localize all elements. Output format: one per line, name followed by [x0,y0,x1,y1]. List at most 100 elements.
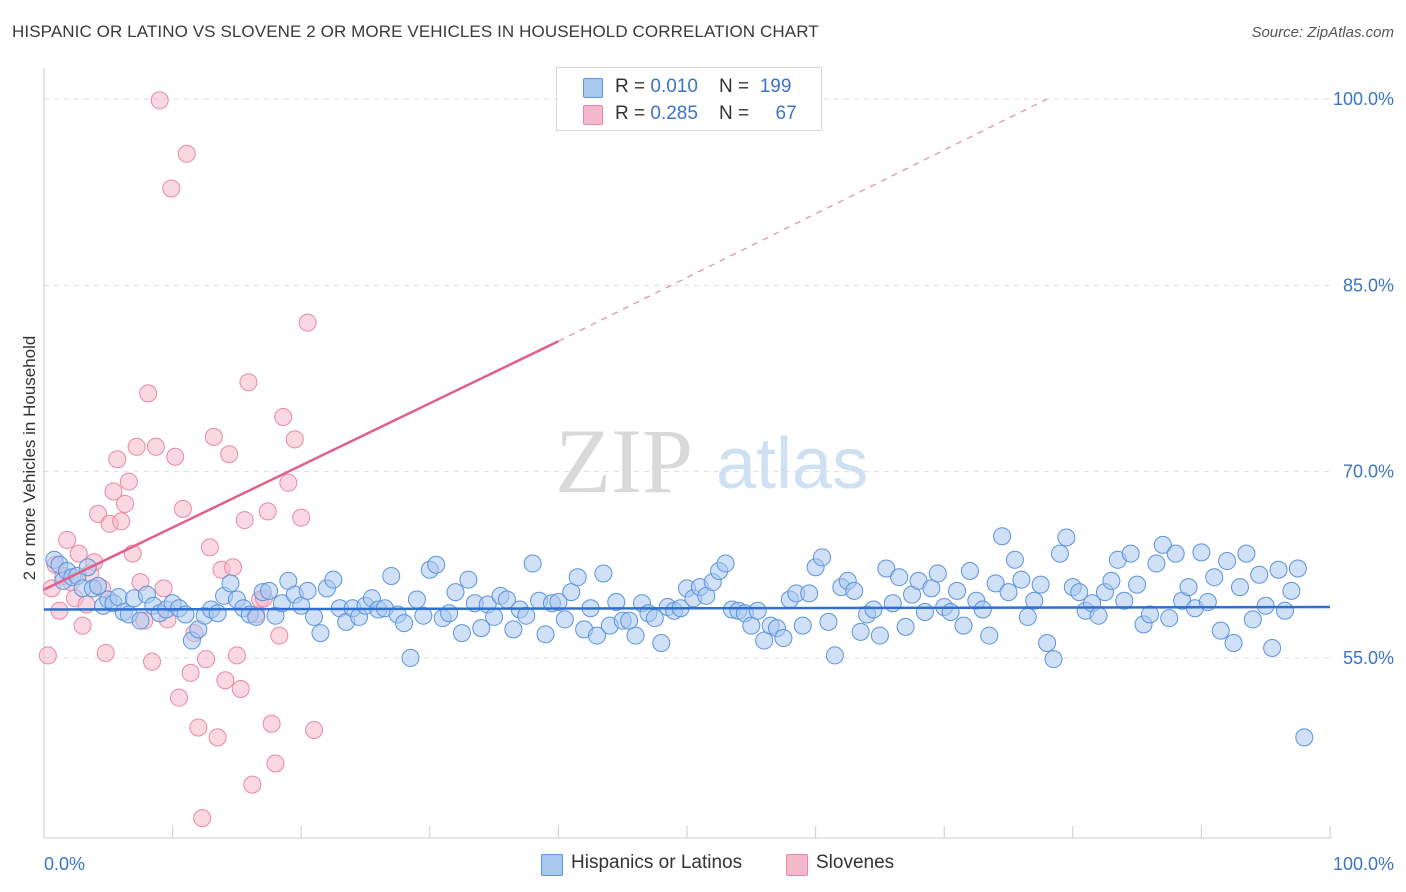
data-point-hispanics [1243,610,1262,629]
data-point-slovenes [298,313,317,332]
data-point-slovenes [224,558,243,577]
legend-swatch-pink [583,105,603,125]
data-point-slovenes [200,538,219,557]
y-axis-label: 2 or more Vehicles in Household [20,336,39,581]
data-point-hispanics [742,616,761,635]
data-point-hispanics [1038,634,1057,653]
data-point-hispanics [1121,544,1140,563]
data-point-hispanics [607,593,626,612]
data-point-hispanics [485,607,504,626]
data-point-hispanics [414,606,433,625]
correlation-legend: R = 0.010 N = 199 R = 0.285 N = 67 [556,67,822,131]
data-point-hispanics [536,625,555,644]
data-point-slovenes [104,482,123,501]
legend-r-label: R = [615,103,651,124]
data-point-hispanics [1230,578,1249,597]
data-point-hispanics [1256,596,1275,615]
data-point-hispanics [890,568,909,587]
data-point-slovenes [150,91,169,110]
data-point-slovenes [73,616,92,635]
x-tick-label-min: 0.0% [44,854,85,874]
data-point-hispanics [1275,601,1294,620]
data-point-hispanics [382,566,401,585]
data-point-hispanics [517,606,536,625]
data-point-hispanics [247,607,266,626]
data-point-hispanics [1128,575,1147,594]
data-point-hispanics [260,581,279,600]
data-point-hispanics [1031,575,1050,594]
data-point-hispanics [1263,638,1282,657]
data-point-hispanics [748,601,767,620]
data-point-hispanics [1250,565,1269,584]
source-label: Source: ZipAtlas.com [1251,24,1394,41]
data-point-hispanics [928,564,947,583]
data-point-hispanics [311,624,330,643]
data-point-hispanics [896,617,915,636]
data-point-hispanics [954,616,973,635]
data-point-hispanics [800,584,819,603]
data-point-slovenes [173,499,192,518]
data-point-slovenes [243,775,262,794]
data-point-slovenes [154,579,173,598]
gridlines [44,98,1330,659]
data-point-hispanics [620,611,639,630]
data-point-hispanics [1147,554,1166,573]
bottom-legend-label-slovenes: Slovenes [816,852,895,873]
data-point-hispanics [452,624,471,643]
legend-n-value: 67 [775,103,797,124]
legend-r-label: R = [615,76,651,97]
legend-n-value: 199 [759,76,792,97]
data-point-slovenes [170,688,189,707]
data-point-hispanics [324,570,343,589]
data-point-slovenes [58,530,77,549]
data-point-hispanics [1153,535,1172,554]
data-point-slovenes [266,754,285,773]
data-point-slovenes [108,450,127,469]
axes [43,68,1332,839]
data-point-slovenes [231,679,250,698]
data-point-slovenes [50,601,69,620]
data-point-hispanics [1005,550,1024,569]
data-point-slovenes [274,407,293,426]
chart-title: HISPANIC OR LATINO VS SLOVENE 2 OR MORE … [12,22,819,41]
data-point-hispanics [813,548,832,567]
data-point-hispanics [922,579,941,598]
legend-n-label: N = [719,76,755,97]
data-point-hispanics [459,570,478,589]
y-tick-label: 100.0% [1333,89,1394,109]
data-point-slovenes [177,144,196,163]
data-point-hispanics [587,626,606,645]
data-point-hispanics [1089,606,1108,625]
data-point-slovenes [38,646,57,665]
data-point-hispanics [562,583,581,602]
data-point-slovenes [305,720,324,739]
data-point-hispanics [549,593,568,612]
data-point-slovenes [208,728,227,747]
x-tick-label-max: 100.0% [1333,854,1394,874]
data-point-hispanics [1224,634,1243,653]
data-point-hispanics [472,619,491,638]
trend-line-hispanics [43,605,1331,611]
watermark-zip: ZIP [555,410,693,512]
data-point-slovenes [189,718,208,737]
data-point-slovenes [162,179,181,198]
data-point-hispanics [504,620,523,639]
data-point-hispanics [523,554,542,573]
data-point-hispanics [986,574,1005,593]
x-ticks [43,826,1331,838]
data-point-slovenes [227,646,246,665]
data-point-hispanics [941,602,960,621]
bottom-legend-label-hispanics: Hispanics or Latinos [571,852,743,873]
data-point-hispanics [870,626,889,645]
data-point-hispanics [1018,607,1037,626]
data-point-hispanics [1102,571,1121,590]
watermark-atlas: atlas [716,424,868,504]
data-point-slovenes [197,650,216,669]
data-point-hispanics [845,581,864,600]
data-point-hispanics [1211,621,1230,640]
data-point-hispanics [1282,581,1301,600]
data-point-hispanics [948,581,967,600]
data-point-slovenes [116,494,135,513]
data-point-slovenes [216,671,235,690]
